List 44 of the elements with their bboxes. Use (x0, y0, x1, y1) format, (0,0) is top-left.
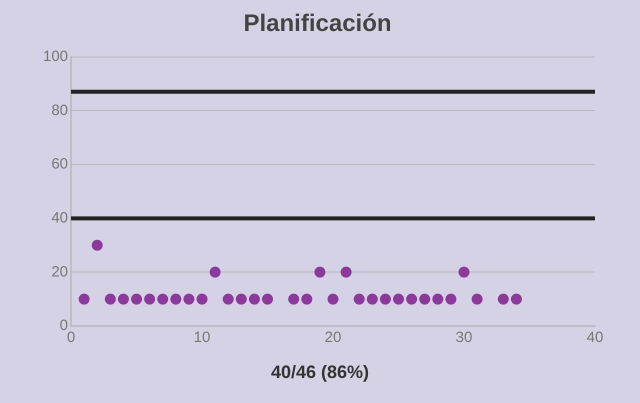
y-tick-label: 100 (42, 48, 68, 65)
point (432, 294, 444, 305)
point (301, 294, 312, 305)
point (328, 294, 339, 305)
point (354, 294, 365, 305)
point (380, 294, 391, 305)
point (510, 294, 522, 305)
chart-title: Planificación (243, 10, 392, 38)
point (78, 294, 90, 305)
point (210, 266, 221, 278)
point (472, 294, 483, 305)
point (131, 294, 142, 305)
y-tick-label: 40 (51, 209, 68, 226)
y-tick-label: 80 (51, 102, 68, 119)
point (340, 266, 352, 278)
y-tick-label: 0 (60, 317, 68, 334)
y-tick-label: 20 (51, 263, 68, 280)
point (118, 294, 129, 305)
point (288, 294, 300, 305)
point (445, 294, 456, 305)
point (236, 294, 247, 305)
point (366, 294, 378, 305)
point (144, 294, 156, 305)
point (498, 294, 509, 305)
x-tick-label: 20 (324, 329, 342, 346)
x-tick-label: 30 (456, 329, 472, 346)
point (196, 294, 208, 305)
point (314, 266, 326, 278)
point (458, 266, 470, 278)
point (393, 294, 404, 305)
point (419, 294, 430, 305)
point (104, 294, 116, 305)
point (183, 294, 194, 305)
y-tick-label: 60 (51, 156, 68, 173)
point (157, 294, 168, 305)
point (170, 294, 182, 305)
x-tick-label: 10 (194, 329, 210, 346)
point (262, 294, 274, 305)
text: 40/46 (86%) (270, 362, 370, 383)
point (92, 240, 103, 251)
x-tick-label: 40 (586, 329, 604, 346)
point (406, 294, 418, 305)
point (222, 294, 234, 305)
point (248, 294, 260, 305)
